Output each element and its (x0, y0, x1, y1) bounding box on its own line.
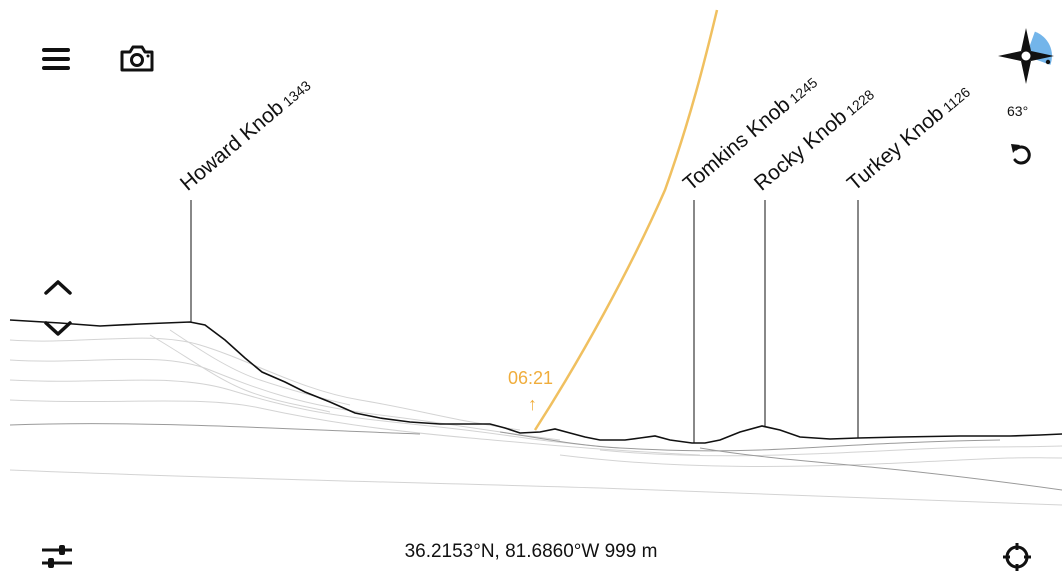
horizon-line (9, 319, 1062, 444)
sun-rise-arrow: ↑ (528, 394, 537, 414)
tilt-up-button[interactable] (42, 276, 74, 298)
location-coordinates: 36.2153°N, 81.6860°W 999 m (404, 541, 658, 562)
crosshair-icon (1003, 543, 1031, 571)
sliders-icon (42, 545, 72, 568)
terrain-shading (9, 329, 1062, 506)
compass-heading: 63° (1007, 103, 1029, 119)
menu-button[interactable] (40, 44, 72, 74)
menu-icon (42, 48, 70, 70)
sun-path (533, 9, 719, 431)
locate-button[interactable] (1002, 542, 1032, 572)
reset-rotation-button[interactable] (1008, 141, 1034, 167)
chevron-up-icon (44, 280, 72, 295)
camera-icon (120, 45, 154, 72)
compass-icon (998, 28, 1054, 84)
sun-rise-time: 06:21 (508, 368, 554, 388)
tilt-down-button[interactable] (42, 318, 74, 340)
filter-settings-button[interactable] (40, 543, 74, 571)
rotate-ccw-icon (1011, 144, 1031, 165)
terrain-ridges (9, 423, 1062, 491)
chevron-down-icon (44, 321, 72, 336)
compass-button[interactable] (996, 26, 1056, 96)
camera-button[interactable] (118, 42, 156, 74)
